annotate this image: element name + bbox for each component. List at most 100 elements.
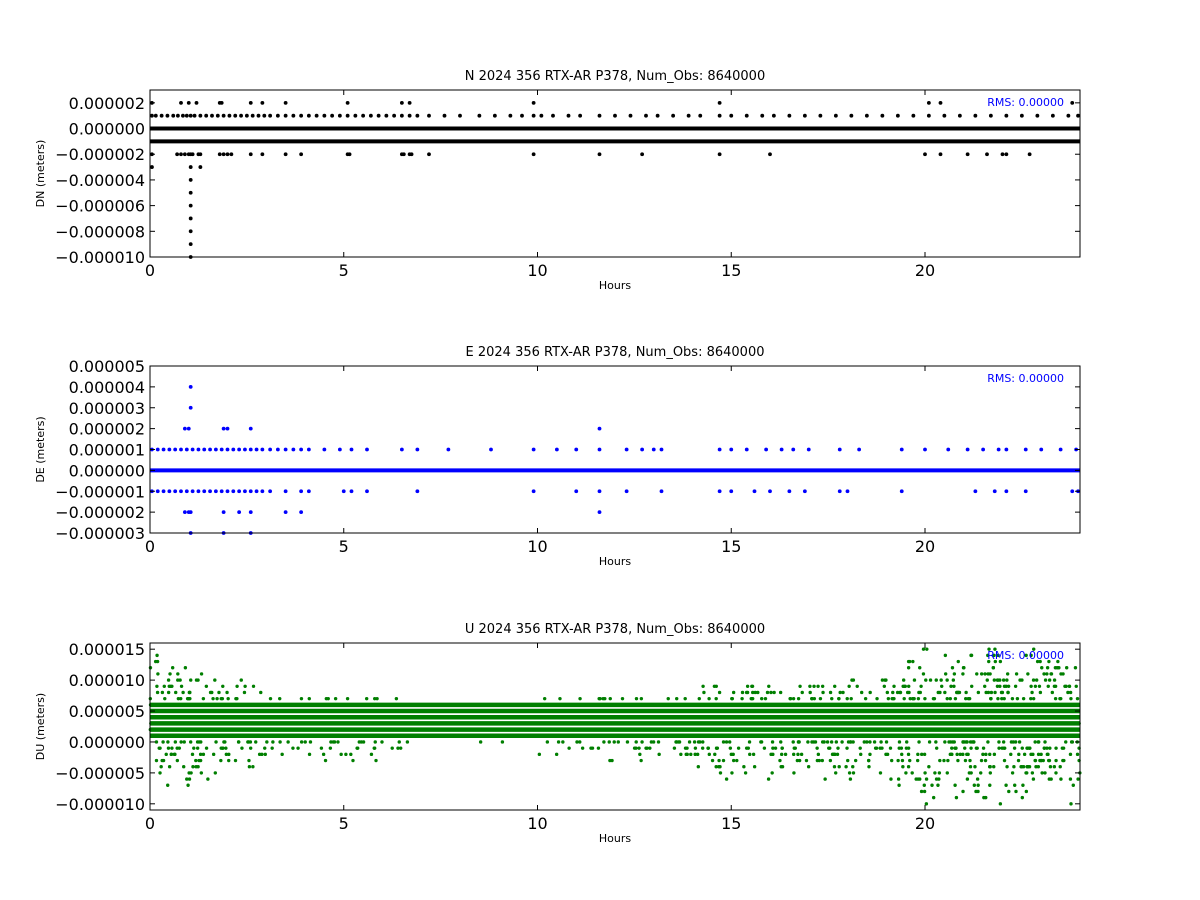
data-point — [894, 734, 899, 738]
rms-annotation: RMS: 0.00000 — [987, 649, 1064, 662]
data-point — [753, 690, 757, 695]
data-point — [1059, 777, 1063, 781]
data-point — [620, 721, 624, 726]
data-point — [547, 703, 551, 707]
data-point — [1028, 746, 1032, 750]
data-point — [820, 684, 825, 688]
data-point — [679, 752, 683, 757]
data-point — [410, 727, 414, 732]
data-point — [207, 715, 212, 719]
data-point — [189, 771, 193, 775]
data-point — [764, 703, 768, 707]
data-point — [691, 709, 695, 713]
data-point — [956, 659, 960, 664]
data-point — [934, 746, 939, 750]
data-point — [666, 721, 671, 726]
panel-north: N 2024 356 RTX-AR P378, Num_Obs: 8640000… — [34, 69, 1081, 292]
data-point — [337, 447, 342, 452]
data-point — [161, 740, 165, 744]
data-point — [666, 727, 670, 732]
data-point — [812, 684, 816, 688]
data-point — [923, 727, 928, 732]
data-point — [877, 727, 881, 732]
data-point — [254, 740, 258, 744]
data-point — [345, 696, 350, 701]
data-point — [981, 721, 986, 726]
data-point — [787, 489, 792, 494]
data-point — [780, 765, 785, 769]
data-point — [1076, 113, 1080, 118]
data-point — [236, 740, 241, 744]
data-point — [901, 678, 906, 682]
data-point — [637, 709, 641, 713]
data-point — [746, 746, 751, 750]
data-point — [955, 709, 959, 713]
data-point — [182, 510, 187, 515]
data-point — [781, 709, 785, 713]
data-point — [527, 734, 532, 738]
data-point — [717, 758, 721, 763]
data-point — [563, 721, 567, 726]
data-point — [729, 489, 734, 494]
data-point — [562, 703, 566, 707]
data-point — [596, 746, 601, 750]
data-point — [251, 765, 255, 769]
data-point — [568, 709, 572, 713]
data-point — [263, 746, 267, 750]
data-point — [864, 113, 869, 118]
data-point — [778, 727, 782, 732]
data-point — [202, 489, 207, 494]
data-point — [632, 746, 637, 750]
data-point — [418, 721, 422, 726]
data-point — [1022, 752, 1027, 757]
plot-frame — [149, 642, 1081, 811]
data-point — [853, 703, 858, 707]
data-point — [601, 734, 605, 738]
data-point — [672, 715, 676, 719]
data-point — [196, 489, 201, 494]
data-point — [863, 709, 867, 713]
data-point — [1003, 746, 1007, 750]
data-point — [220, 696, 225, 701]
data-point — [426, 715, 431, 719]
data-point — [485, 715, 489, 719]
data-point — [268, 489, 273, 494]
data-point — [377, 709, 381, 713]
data-point — [924, 802, 929, 806]
data-point — [821, 734, 826, 738]
data-point — [607, 740, 611, 744]
data-point — [1012, 765, 1016, 769]
y-tick-label: −0.000002 — [55, 145, 145, 164]
data-point — [746, 727, 750, 732]
data-point — [649, 709, 653, 713]
data-point — [825, 740, 830, 744]
data-point — [928, 727, 932, 732]
data-point — [832, 765, 837, 769]
data-point — [1043, 771, 1047, 775]
data-point — [1070, 489, 1075, 494]
data-point — [450, 734, 454, 738]
data-point — [355, 734, 360, 738]
data-point — [155, 489, 160, 494]
data-point — [954, 746, 958, 750]
data-point — [999, 727, 1004, 732]
data-point — [833, 684, 837, 688]
rms-annotation: RMS: 0.00000 — [987, 96, 1064, 109]
data-point — [1036, 752, 1041, 757]
data-point — [706, 746, 711, 750]
data-point — [186, 100, 191, 105]
data-point — [765, 690, 770, 695]
data-point — [831, 727, 835, 732]
data-point — [581, 727, 585, 732]
data-point — [979, 734, 983, 738]
chart-title: N 2024 356 RTX-AR P378, Num_Obs: 8640000 — [465, 69, 765, 84]
data-point — [374, 758, 378, 763]
data-point — [170, 666, 175, 670]
data-point — [503, 715, 508, 719]
data-point — [208, 721, 212, 726]
data-point — [745, 721, 750, 726]
data-point — [221, 684, 225, 688]
data-point — [597, 426, 602, 431]
data-point — [219, 709, 223, 713]
data-point — [554, 752, 559, 757]
